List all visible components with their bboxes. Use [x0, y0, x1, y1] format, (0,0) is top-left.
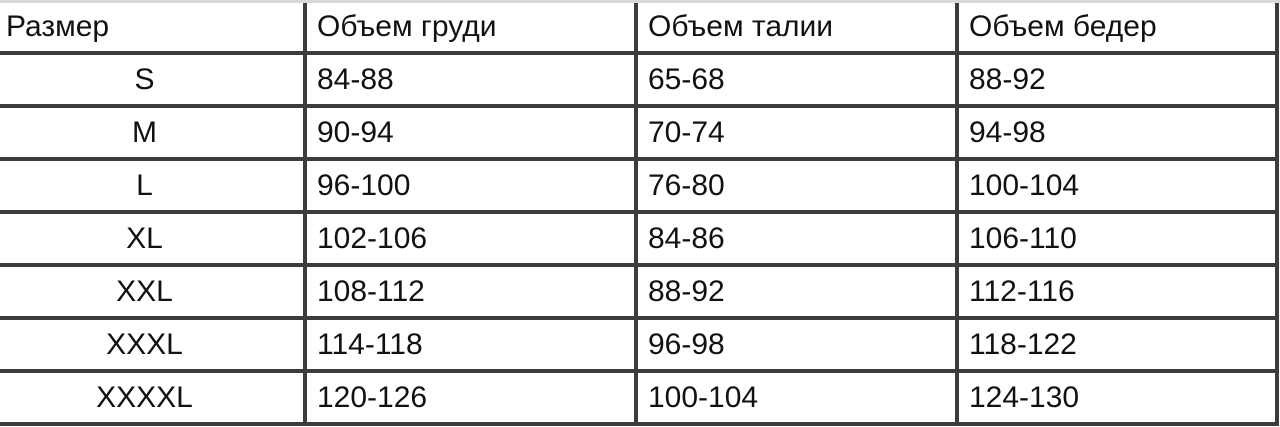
size-cell: XXXXL — [0, 369, 307, 426]
table-row: L 96-100 76-80 100-104 — [0, 157, 1279, 214]
header-hips: Объем бедер — [955, 3, 1279, 55]
chest-cell: 84-88 — [303, 51, 638, 108]
size-chart-table: Размер Объем груди Объем талии Объем бед… — [0, 3, 1279, 426]
hips-cell: 88-92 — [955, 51, 1279, 108]
chest-cell: 114-118 — [303, 316, 638, 373]
size-cell: M — [0, 104, 307, 161]
table-row: M 90-94 70-74 94-98 — [0, 104, 1279, 161]
hips-cell: 112-116 — [955, 263, 1279, 320]
size-cell: L — [0, 157, 307, 214]
size-cell: XXXL — [0, 316, 307, 373]
hips-cell: 100-104 — [955, 157, 1279, 214]
size-cell: S — [0, 51, 307, 108]
waist-cell: 65-68 — [634, 51, 959, 108]
waist-cell: 96-98 — [634, 316, 959, 373]
waist-cell: 84-86 — [634, 210, 959, 267]
waist-cell: 100-104 — [634, 369, 959, 426]
table-row: S 84-88 65-68 88-92 — [0, 51, 1279, 108]
chest-cell: 120-126 — [303, 369, 638, 426]
top-edge — [0, 0, 1280, 3]
chest-cell: 90-94 — [303, 104, 638, 161]
header-row: Размер Объем груди Объем талии Объем бед… — [0, 3, 1279, 55]
chest-cell: 102-106 — [303, 210, 638, 267]
header-waist: Объем талии — [634, 3, 959, 55]
chest-cell: 108-112 — [303, 263, 638, 320]
hips-cell: 94-98 — [955, 104, 1279, 161]
chest-cell: 96-100 — [303, 157, 638, 214]
hips-cell: 106-110 — [955, 210, 1279, 267]
table-row: XXXXL 120-126 100-104 124-130 — [0, 369, 1279, 426]
waist-cell: 70-74 — [634, 104, 959, 161]
size-cell: XL — [0, 210, 307, 267]
hips-cell: 124-130 — [955, 369, 1279, 426]
waist-cell: 88-92 — [634, 263, 959, 320]
waist-cell: 76-80 — [634, 157, 959, 214]
table-row: XXXL 114-118 96-98 118-122 — [0, 316, 1279, 373]
table-row: XL 102-106 84-86 106-110 — [0, 210, 1279, 267]
size-cell: XXL — [0, 263, 307, 320]
header-size: Размер — [0, 3, 307, 55]
hips-cell: 118-122 — [955, 316, 1279, 373]
table-row: XXL 108-112 88-92 112-116 — [0, 263, 1279, 320]
header-chest: Объем груди — [303, 3, 638, 55]
